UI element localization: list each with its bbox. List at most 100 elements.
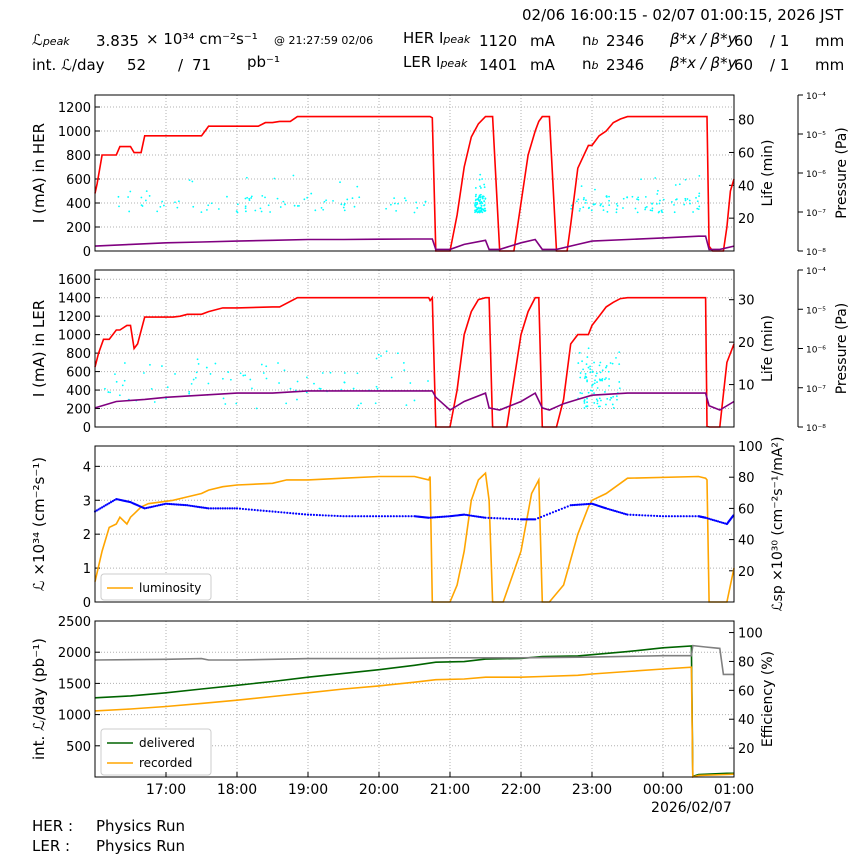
pressure-point (598, 397, 601, 400)
pressure-point (229, 378, 232, 381)
pressure-point (589, 371, 592, 374)
specific-point (363, 515, 366, 518)
pressure-point (109, 391, 112, 394)
pressure-point (673, 203, 675, 206)
pressure-point (123, 379, 126, 382)
specific-point (333, 514, 336, 517)
specific-point (571, 504, 574, 507)
specific-point (716, 520, 720, 523)
y-tick-label: 200 (66, 403, 91, 418)
y2-tick-label: 80 (738, 114, 755, 129)
intl-unit: pb⁻¹ (247, 53, 280, 71)
pressure-point (476, 201, 479, 204)
pressure-point (385, 350, 388, 353)
specific-point (708, 517, 711, 520)
specific-point (238, 507, 242, 510)
pressure-point (385, 207, 388, 210)
specific-point (357, 515, 360, 518)
pressure-point (424, 200, 427, 203)
pressure-point (579, 391, 582, 394)
pressure-point (599, 379, 602, 382)
y2-tick-label: 20 (738, 212, 755, 227)
legend-label: delivered (139, 736, 195, 750)
pressure-point (377, 353, 380, 356)
specific-point (429, 516, 432, 519)
pressure-point (162, 204, 165, 207)
specific-point (280, 511, 283, 514)
pressure-point (156, 210, 159, 213)
specific-point (145, 506, 148, 510)
pressure-point (478, 178, 481, 181)
time-range: 02/06 16:00:15 - 02/07 01:00:15, 2026 JS… (522, 6, 844, 24)
pressure-point (581, 360, 583, 363)
pressure-point (115, 380, 118, 383)
pressure-point (692, 211, 694, 213)
pressure-point (570, 207, 573, 210)
specific-point (95, 509, 98, 512)
specific-point (170, 503, 173, 506)
specific-point (300, 513, 304, 516)
pressure-point (224, 403, 227, 405)
her-nb: 2346 (606, 32, 645, 50)
y2-axis-label: ℒsp ×10³⁰ (cm⁻²s⁻¹/mA²) (770, 436, 786, 611)
specific-point (389, 515, 392, 518)
pressure-point (244, 374, 247, 377)
pressure-point (583, 402, 586, 404)
y-tick-label: 800 (66, 347, 91, 362)
specific-point (548, 512, 552, 515)
pressure-point (482, 195, 485, 198)
specific-point (475, 515, 478, 518)
specific-point (209, 507, 213, 510)
pressure-axis-label: Pressure (Pa) (834, 303, 850, 395)
pressure-point (583, 197, 585, 199)
pressure-tick-label: 10⁻⁶ (806, 346, 826, 356)
x-tick-label: 18:00 (217, 782, 257, 798)
specific-point (667, 515, 671, 518)
pressure-point (343, 381, 346, 384)
specific-point (580, 503, 583, 506)
pressure-point (594, 374, 597, 377)
lpeak-sub: peak (42, 35, 70, 48)
intl-label: int. ℒ/day (32, 56, 105, 74)
specific-point (161, 503, 164, 506)
specific-point (644, 514, 647, 517)
specific-point (336, 514, 339, 518)
pressure-point (188, 179, 191, 182)
specific-point (563, 506, 566, 509)
specific-point (410, 515, 413, 518)
specific-point (499, 517, 502, 520)
intl-delivered: 52 (127, 56, 147, 74)
specific-point (440, 515, 443, 518)
specific-point (513, 517, 517, 521)
specific-point (156, 504, 159, 507)
pressure-point (595, 398, 598, 401)
pressure-point (649, 209, 652, 212)
specific-point (505, 517, 508, 520)
specific-point (537, 517, 540, 520)
pressure-point (296, 398, 298, 401)
pressure-point (262, 372, 265, 374)
pressure-point (660, 209, 663, 212)
pressure-point (283, 369, 286, 372)
y-tick-label: 600 (66, 173, 91, 188)
pressure-point (123, 362, 126, 364)
specific-point (466, 514, 469, 517)
specific-point (407, 515, 410, 518)
pressure-point (598, 364, 601, 367)
specific-point (655, 514, 659, 518)
specific-point (463, 513, 466, 516)
pressure-point (698, 175, 701, 177)
pressure-point (279, 206, 282, 208)
her-ipeak-label: HER Ipeak (403, 29, 471, 47)
specific-point (168, 502, 171, 506)
specific-point (583, 503, 587, 506)
specific-point (626, 513, 629, 516)
her-nb-sub: b (591, 35, 599, 48)
specific-point (511, 517, 514, 521)
pressure-point (480, 208, 483, 211)
y2-tick-label: 40 (738, 179, 755, 194)
pressure-point (325, 199, 328, 202)
plot-frame (94, 269, 735, 428)
specific-point (635, 513, 638, 517)
